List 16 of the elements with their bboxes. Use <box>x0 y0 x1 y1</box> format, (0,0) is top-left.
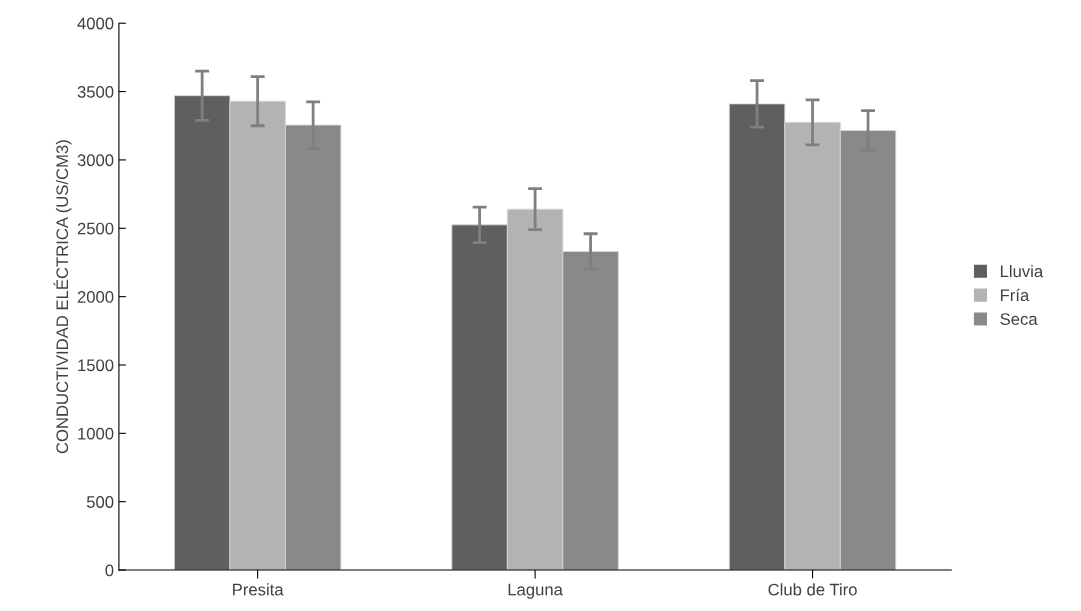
y-tick-label: 1000 <box>78 427 114 440</box>
y-tick-label: 2000 <box>77 291 114 303</box>
x-tick-label: Laguna <box>508 583 563 599</box>
y-axis-title: CONDUCTIVIDAD ELÉCTRICA (US/CM3) <box>53 140 72 454</box>
x-tick-label: Club de Tiro <box>768 583 857 596</box>
y-tick-label: 500 <box>86 496 114 508</box>
legend-label: Lluvia <box>1000 265 1044 278</box>
legend-label: Seca <box>1000 313 1038 325</box>
y-tick-label: 3500 <box>77 85 114 98</box>
x-tick-label: Presita <box>233 583 284 596</box>
y-tick-label: 0 <box>105 564 114 577</box>
y-tick-label: 2500 <box>77 222 114 235</box>
y-tick-label: 1500 <box>78 359 114 372</box>
y-tick-label: 3000 <box>77 154 114 167</box>
legend-label: Fría <box>1000 288 1030 302</box>
y-tick-label: 4000 <box>77 17 114 30</box>
